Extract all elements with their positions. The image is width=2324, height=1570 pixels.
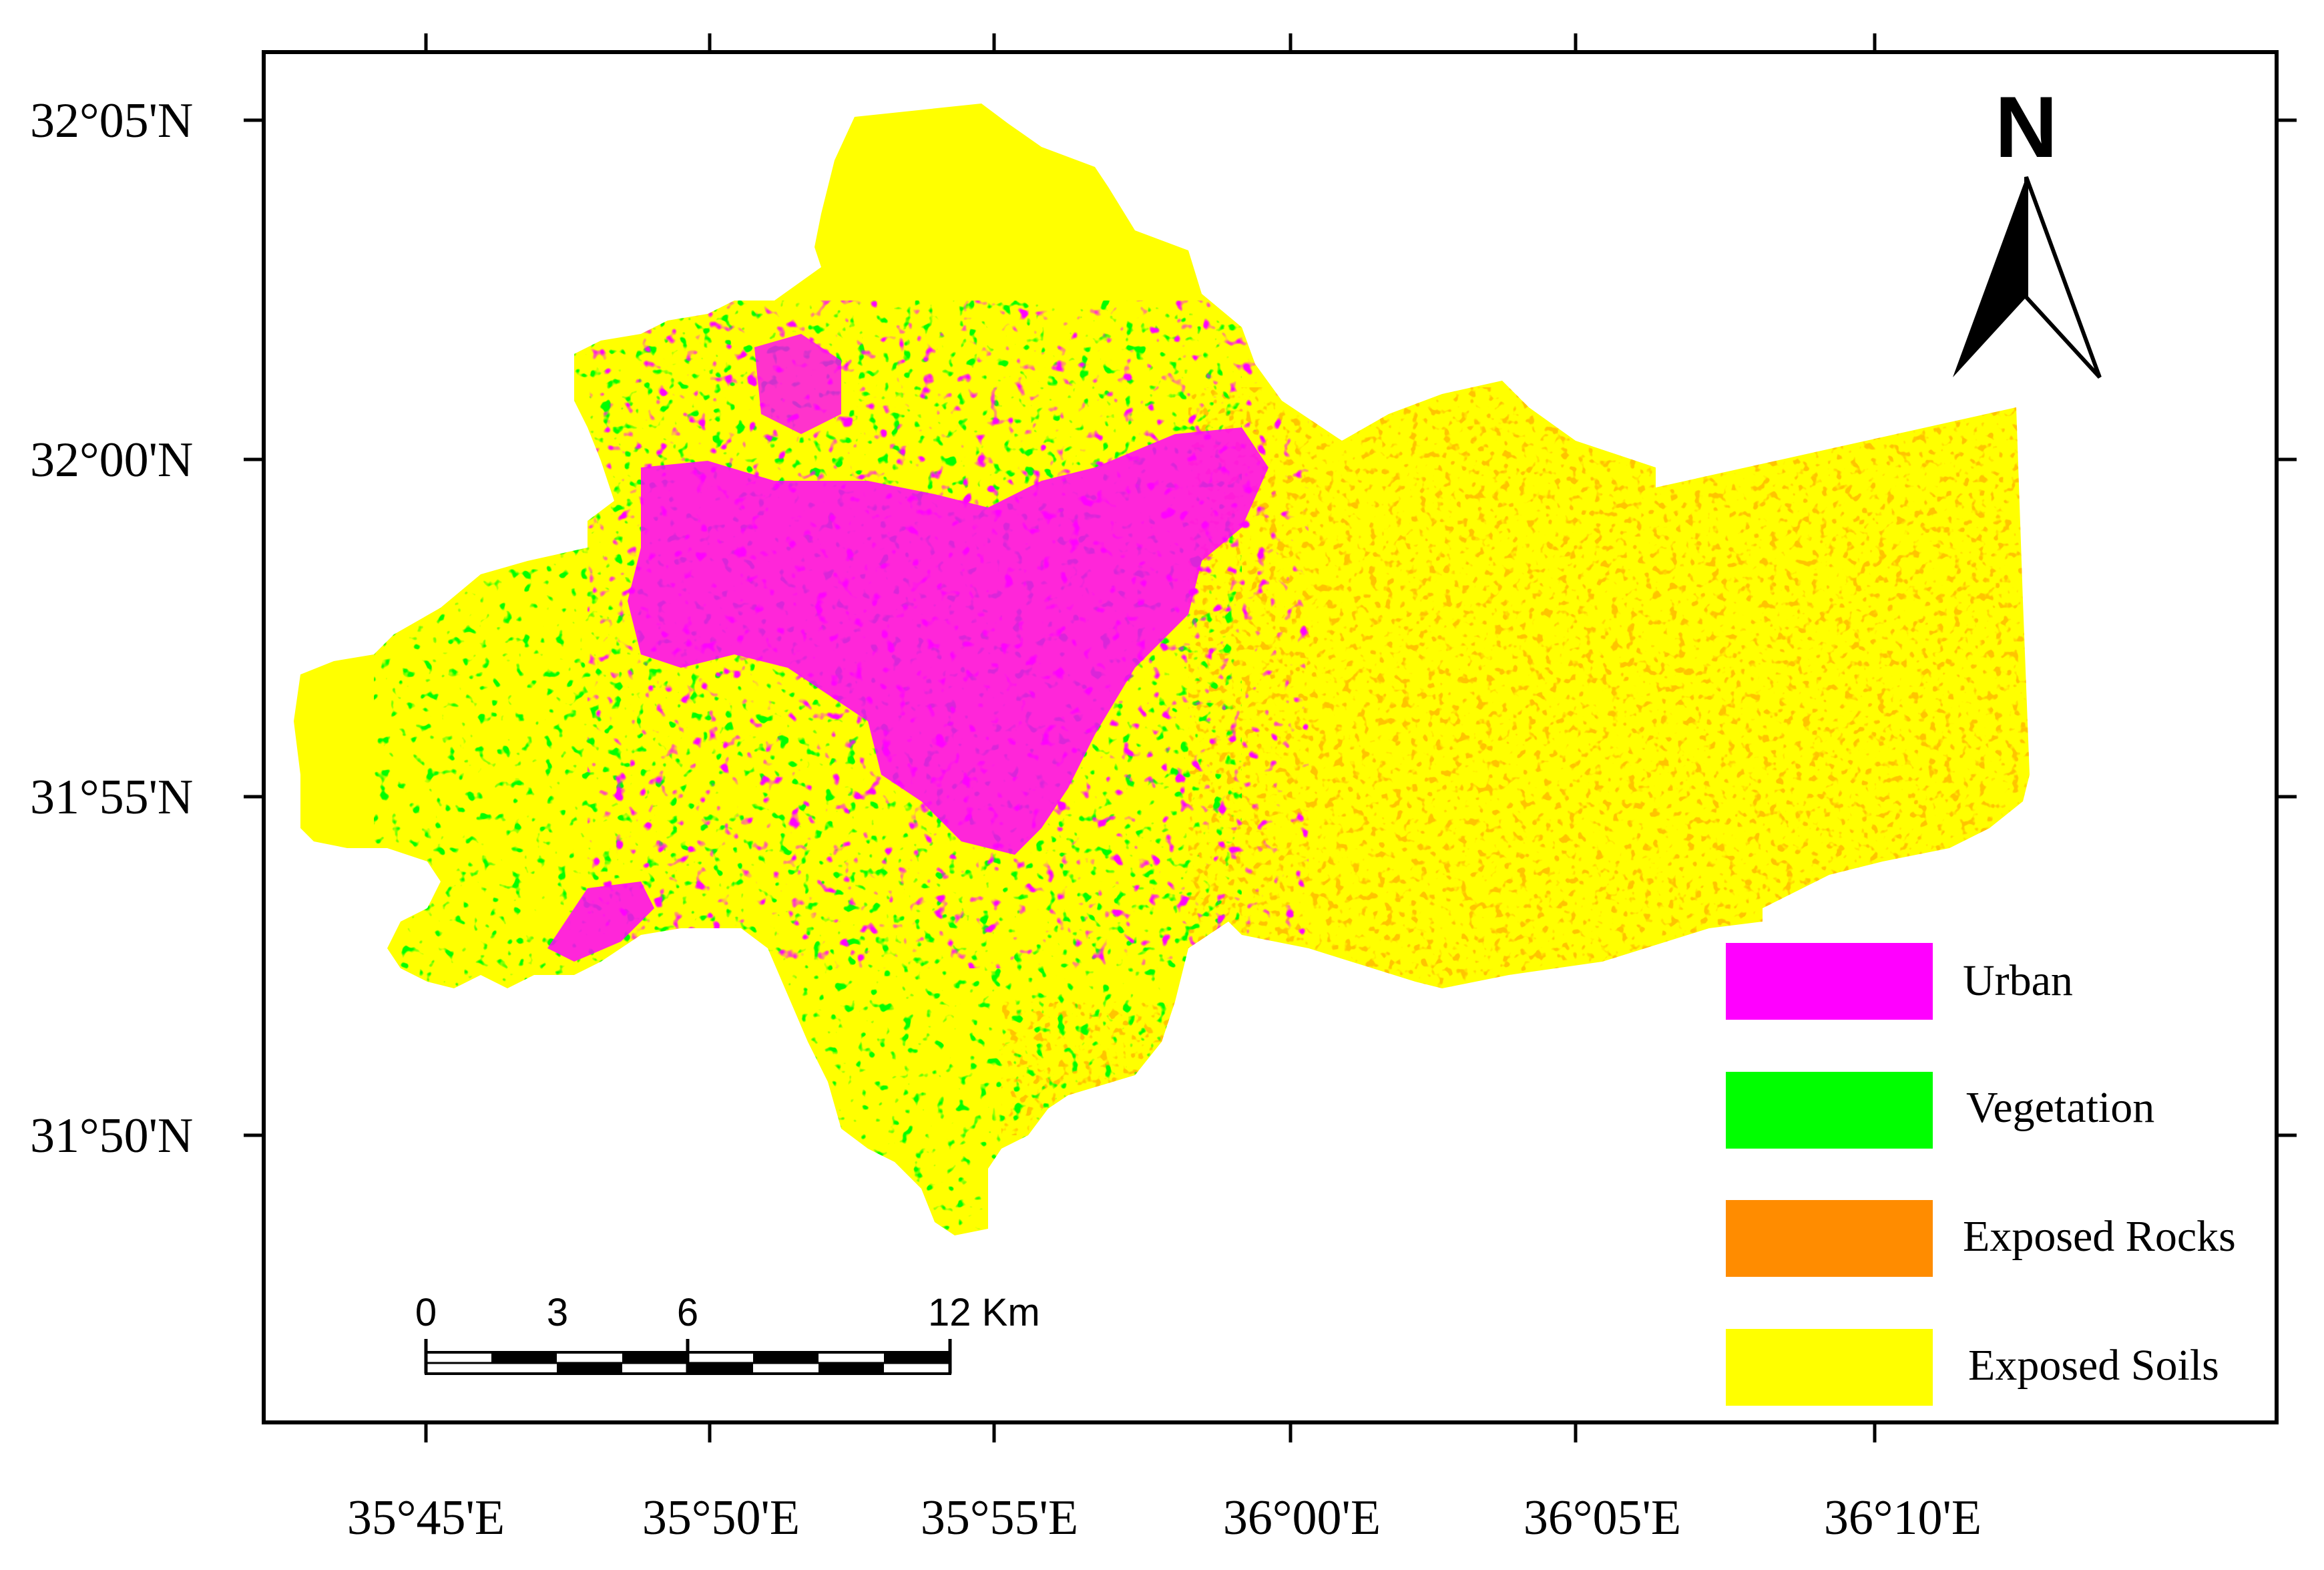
legend-label-rocks: Exposed Rocks (1963, 1212, 2236, 1261)
urban-southwest (547, 881, 654, 962)
lon-label-35-45: 35°45'E (347, 1491, 505, 1545)
frame-ticks (244, 33, 2297, 1442)
scale-label-0: 0 (415, 1291, 437, 1334)
lat-label-31-50: 31°50'N (30, 1109, 193, 1163)
legend-swatch-urban (1726, 943, 1933, 1020)
scale-label-3: 3 (547, 1291, 568, 1334)
north-letter: N (1995, 78, 2058, 176)
north-arrow: N (1953, 78, 2102, 379)
lon-label-36-00: 36°00'E (1223, 1491, 1381, 1545)
lon-label-35-50: 35°50'E (642, 1491, 800, 1545)
north-arrow-right (2024, 176, 2102, 379)
legend-label-vegetation: Vegetation (1966, 1083, 2154, 1132)
urban-north (754, 334, 841, 434)
north-arrow-left (1953, 177, 2026, 377)
legend: Urban Vegetation Exposed Rocks Exposed S… (1726, 943, 2236, 1406)
lat-label-32-00: 32°00'N (30, 433, 193, 487)
scale-bar: 0 3 6 12 Km (415, 1291, 1040, 1375)
legend-label-soils: Exposed Soils (1968, 1341, 2219, 1390)
scale-label-12: 12 Km (928, 1291, 1040, 1334)
lon-label-36-10: 36°10'E (1824, 1491, 1982, 1545)
legend-swatch-soils (1726, 1329, 1933, 1406)
lon-label-35-55: 35°55'E (921, 1491, 1078, 1545)
lat-label-31-55: 31°55'N (30, 770, 193, 825)
scale-label-6: 6 (677, 1291, 698, 1334)
lat-label-32-05: 32°05'N (30, 93, 193, 148)
legend-swatch-vegetation (1726, 1072, 1933, 1149)
urban-texture (588, 301, 1309, 968)
legend-swatch-rocks (1726, 1200, 1933, 1277)
lon-label-36-05: 36°05'E (1524, 1491, 1681, 1545)
legend-label-urban: Urban (1963, 956, 2073, 1005)
